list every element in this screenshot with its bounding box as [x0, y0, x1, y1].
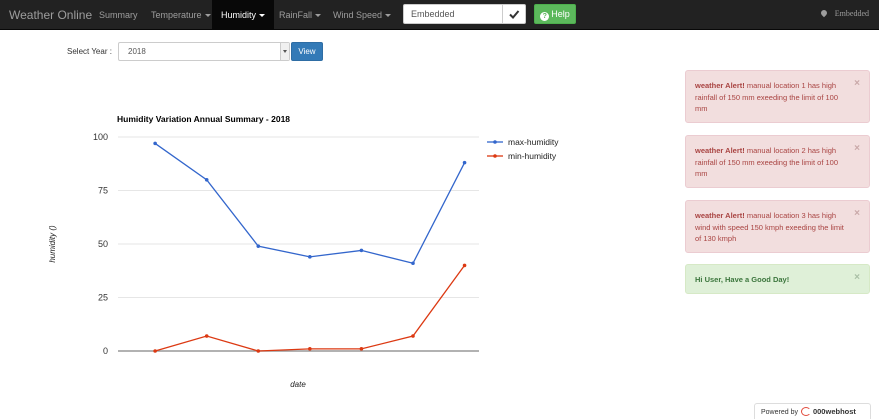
question-icon: ?	[540, 12, 550, 21]
close-icon[interactable]: ×	[854, 143, 860, 154]
caret-down-icon	[204, 14, 211, 18]
dropdown-arrow-icon	[280, 43, 289, 60]
alert-text: manual location 1 has high rainfall of 1…	[695, 81, 838, 113]
chart-title: Humidity Variation Annual Summary - 2018	[117, 114, 291, 124]
caret-down-icon	[385, 14, 392, 18]
data-point-min-humidity	[204, 334, 209, 338]
close-icon[interactable]: ×	[854, 272, 860, 283]
data-point-max-humidity	[359, 248, 364, 253]
nav-wind-speed[interactable]: Wind Speed	[324, 0, 400, 30]
select-year-label: Select Year :	[67, 47, 112, 56]
nav-rainfall[interactable]: RainFall	[270, 0, 330, 30]
brand[interactable]: Weather Online	[9, 8, 93, 22]
alert-text: manual location 3 has high wind with spe…	[695, 211, 844, 243]
alert-title: weather Alert!	[695, 81, 745, 90]
host-logo-icon	[800, 407, 811, 416]
series-line-max-humidity	[154, 142, 466, 265]
year-select[interactable]: 2018	[118, 42, 290, 61]
alert-danger: weather Alert! manual location 2 has hig…	[685, 135, 870, 188]
alert-success: Hi User, Have a Good Day! ×	[685, 264, 870, 294]
host-name: 000webhost	[812, 407, 856, 416]
alert-text: manual location 2 has high rainfall of 1…	[695, 146, 838, 178]
nav-temperature[interactable]: Temperature	[142, 0, 220, 30]
data-point-min-humidity	[411, 334, 415, 338]
alert-danger: weather Alert! manual location 3 has hig…	[685, 200, 870, 253]
view-button[interactable]: View	[291, 42, 323, 61]
powered-by-badge[interactable]: Powered by 000webhost	[754, 403, 871, 419]
series-line-min-humidity	[154, 265, 466, 352]
check-icon	[509, 10, 520, 19]
location-label: Embedded	[834, 9, 869, 18]
y-tick-label: 50	[98, 239, 108, 249]
caret-down-icon	[315, 14, 322, 18]
close-icon[interactable]: ×	[854, 78, 860, 89]
help-button[interactable]: ? Help	[534, 4, 576, 24]
alert-title: weather Alert!	[695, 211, 745, 220]
y-tick-label: 25	[98, 293, 108, 303]
nav-rainfall-label: RainFall	[279, 10, 313, 20]
data-point-max-humidity	[411, 261, 415, 266]
y-tick-label: 100	[93, 132, 108, 142]
data-point-max-humidity	[153, 141, 157, 146]
data-point-max-humidity	[256, 244, 261, 248]
data-point-min-humidity	[462, 263, 467, 268]
nav-humidity-label: Humidity	[221, 10, 257, 20]
close-icon[interactable]: ×	[854, 208, 860, 219]
legend-marker-min-humidity	[493, 154, 497, 158]
x-axis-label: date	[290, 380, 306, 389]
data-point-max-humidity	[462, 160, 467, 165]
legend-label: max-humidity	[508, 137, 559, 147]
data-point-min-humidity	[153, 349, 157, 353]
alert-danger: weather Alert! manual location 1 has hig…	[685, 70, 870, 123]
caret-down-icon	[259, 14, 266, 18]
submit-button[interactable]	[502, 4, 526, 24]
data-point-max-humidity	[308, 255, 312, 259]
navbar: Weather Online Summary Temperature Humid…	[0, 0, 879, 30]
data-point-max-humidity	[204, 178, 209, 182]
help-label: Help	[551, 9, 570, 19]
location-indicator: Embedded	[819, 8, 869, 18]
data-point-min-humidity	[308, 347, 312, 351]
nav-wind-speed-label: Wind Speed	[333, 10, 383, 20]
alert-title: weather Alert!	[695, 146, 745, 155]
y-tick-label: 0	[103, 346, 108, 356]
nav-temperature-label: Temperature	[151, 10, 202, 20]
legend-label: min-humidity	[508, 151, 557, 161]
year-select-value: 2018	[128, 47, 146, 56]
data-point-min-humidity	[359, 347, 364, 351]
y-tick-label: 75	[98, 186, 108, 196]
nav-summary[interactable]: Summary	[90, 0, 147, 30]
location-input[interactable]	[403, 4, 503, 24]
alert-text: Hi User, Have a Good Day!	[695, 275, 790, 284]
data-point-min-humidity	[256, 349, 261, 353]
nav-summary-label: Summary	[99, 10, 138, 20]
legend-marker-max-humidity	[493, 140, 497, 144]
y-axis-label: humidity ()	[48, 225, 57, 263]
powered-by-label: Powered by	[761, 409, 798, 416]
nav-humidity[interactable]: Humidity	[212, 0, 275, 30]
